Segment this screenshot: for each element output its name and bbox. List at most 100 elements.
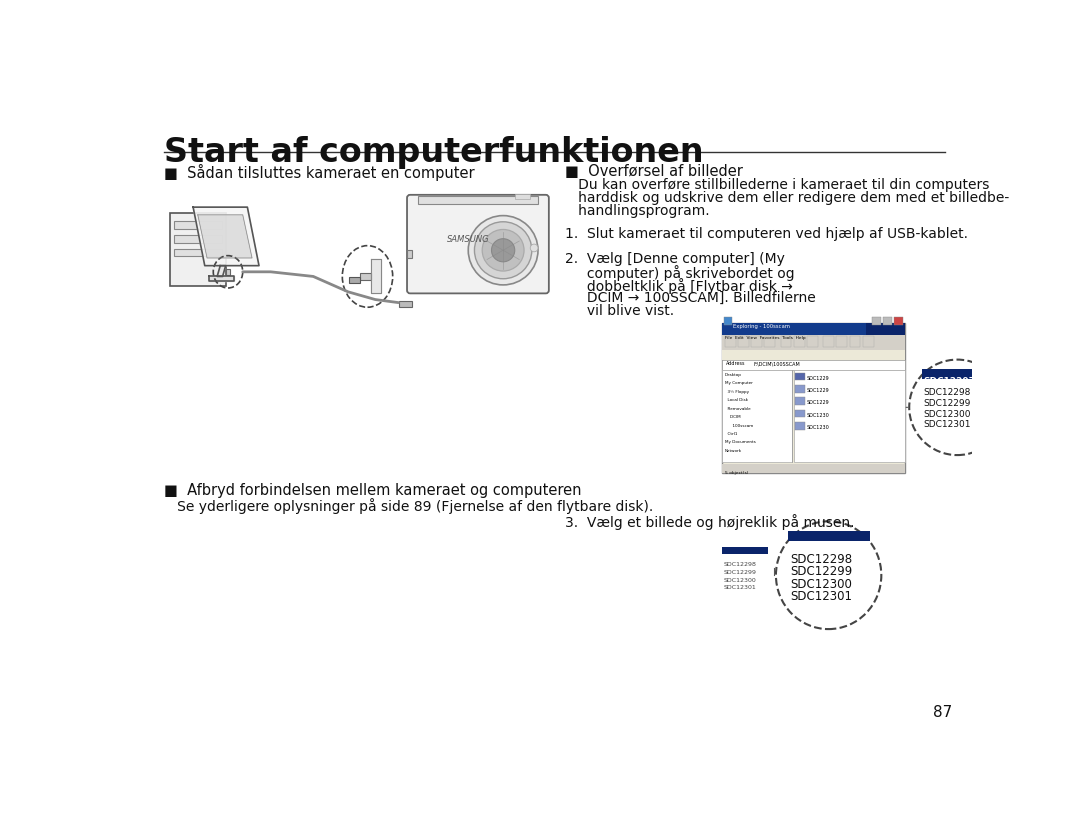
Text: Start af computerfunktionen: Start af computerfunktionen bbox=[164, 136, 704, 170]
Text: ■  Sådan tilsluttes kameraet en computer: ■ Sådan tilsluttes kameraet en computer bbox=[164, 164, 475, 181]
Circle shape bbox=[482, 230, 524, 271]
Text: F:\DCIM\100SSCAM: F:\DCIM\100SSCAM bbox=[754, 361, 800, 366]
Text: SDC12299: SDC12299 bbox=[724, 570, 756, 575]
Text: SDC12297: SDC12297 bbox=[923, 377, 975, 386]
Bar bbox=[921, 369, 993, 379]
Text: Network: Network bbox=[725, 449, 742, 453]
Bar bbox=[863, 337, 874, 346]
Text: computer) på skrivebordet og: computer) på skrivebordet og bbox=[565, 265, 795, 281]
Text: File  Edit  View  Favorites  Tools  Help: File Edit View Favorites Tools Help bbox=[725, 337, 806, 341]
Text: Exploring - 100sscam: Exploring - 100sscam bbox=[733, 324, 791, 329]
Bar bbox=[795, 422, 805, 430]
Text: SDC12297: SDC12297 bbox=[724, 554, 756, 559]
Text: Ctrl1: Ctrl1 bbox=[725, 432, 738, 436]
Circle shape bbox=[491, 239, 515, 262]
Bar bbox=[725, 337, 735, 346]
Text: SDC12300: SDC12300 bbox=[724, 578, 756, 583]
Polygon shape bbox=[217, 266, 226, 276]
Text: SDC12301: SDC12301 bbox=[724, 585, 756, 590]
Text: Se yderligere oplysninger på side 89 (Fjernelse af den flytbare disk).: Se yderligere oplysninger på side 89 (Fj… bbox=[164, 498, 653, 514]
Circle shape bbox=[474, 222, 531, 279]
Bar bbox=[795, 385, 805, 393]
Text: SDC12298: SDC12298 bbox=[923, 388, 971, 397]
Bar bbox=[174, 235, 221, 243]
Text: SDC12299: SDC12299 bbox=[923, 399, 971, 408]
Bar bbox=[407, 250, 411, 258]
Bar bbox=[724, 317, 732, 325]
Bar bbox=[807, 337, 818, 346]
Text: DCIM: DCIM bbox=[725, 415, 741, 419]
Circle shape bbox=[213, 275, 219, 282]
Text: Desktop: Desktop bbox=[725, 372, 742, 377]
Text: 2.  Vælg [Denne computer] (My: 2. Vælg [Denne computer] (My bbox=[565, 252, 785, 266]
Text: SDC1229: SDC1229 bbox=[806, 400, 828, 405]
Bar bbox=[723, 323, 866, 335]
Text: 100sscam: 100sscam bbox=[725, 424, 753, 428]
Bar bbox=[170, 214, 226, 286]
Bar bbox=[723, 323, 905, 335]
Bar bbox=[765, 337, 775, 346]
Text: SDC12298: SDC12298 bbox=[789, 553, 852, 566]
Text: SDC1229: SDC1229 bbox=[806, 376, 828, 381]
Ellipse shape bbox=[775, 522, 881, 629]
Bar bbox=[721, 547, 768, 553]
Text: SAMSUNG: SAMSUNG bbox=[447, 235, 490, 244]
Ellipse shape bbox=[909, 359, 1005, 455]
Bar bbox=[226, 269, 230, 275]
Bar bbox=[723, 359, 905, 370]
Polygon shape bbox=[193, 207, 259, 266]
Bar bbox=[894, 317, 903, 325]
Bar bbox=[723, 370, 793, 462]
Bar bbox=[399, 301, 413, 307]
Bar bbox=[882, 317, 892, 325]
Bar bbox=[823, 337, 834, 346]
Bar bbox=[174, 249, 221, 257]
Text: Local Disk: Local Disk bbox=[725, 398, 747, 402]
Text: Address: Address bbox=[726, 361, 745, 366]
Circle shape bbox=[530, 244, 538, 252]
Bar bbox=[349, 277, 360, 283]
Text: 5 object(s): 5 object(s) bbox=[725, 471, 748, 475]
Text: My Computer: My Computer bbox=[725, 381, 753, 385]
Text: 87: 87 bbox=[933, 704, 953, 720]
Bar bbox=[515, 194, 530, 200]
Bar bbox=[418, 196, 538, 204]
Bar bbox=[788, 531, 869, 541]
Text: My Documents: My Documents bbox=[725, 440, 756, 444]
Text: SDC12301: SDC12301 bbox=[923, 421, 971, 430]
Bar bbox=[723, 350, 905, 359]
Circle shape bbox=[469, 216, 538, 285]
Text: SDC1229: SDC1229 bbox=[806, 388, 828, 393]
Bar bbox=[723, 335, 905, 350]
Bar bbox=[738, 337, 748, 346]
Bar bbox=[794, 337, 805, 346]
Text: SDC12299: SDC12299 bbox=[789, 565, 852, 578]
Text: 3.  Vælg et billede og højreklik på musen.: 3. Vælg et billede og højreklik på musen… bbox=[565, 513, 854, 530]
Bar bbox=[174, 221, 221, 229]
Text: ■  Afbryd forbindelsen mellem kameraet og computeren: ■ Afbryd forbindelsen mellem kameraet og… bbox=[164, 482, 582, 498]
Bar bbox=[794, 370, 905, 462]
Bar bbox=[751, 337, 762, 346]
Text: ■  Overførsel af billeder: ■ Overførsel af billeder bbox=[565, 164, 743, 179]
Text: 1.  Slut kameraet til computeren ved hjælp af USB-kablet.: 1. Slut kameraet til computeren ved hjæl… bbox=[565, 227, 968, 241]
Text: SDC12301: SDC12301 bbox=[789, 590, 852, 603]
Text: SDC12297: SDC12297 bbox=[789, 540, 858, 553]
Text: DCIM → 100SSCAM]. Billedfilerne: DCIM → 100SSCAM]. Billedfilerne bbox=[565, 291, 815, 305]
Polygon shape bbox=[198, 215, 252, 258]
Text: SDC12300: SDC12300 bbox=[923, 410, 971, 419]
Text: vil blive vist.: vil blive vist. bbox=[565, 304, 674, 318]
Bar bbox=[723, 323, 905, 473]
Bar bbox=[723, 464, 905, 473]
Bar bbox=[795, 372, 805, 381]
Polygon shape bbox=[372, 259, 381, 293]
Bar bbox=[850, 337, 861, 346]
Bar bbox=[360, 272, 370, 280]
Text: Du kan overføre stillbillederne i kameraet til din computers: Du kan overføre stillbillederne i kamera… bbox=[565, 178, 989, 192]
Text: harddisk og udskrive dem eller redigere dem med et billedbe-: harddisk og udskrive dem eller redigere … bbox=[565, 191, 1010, 205]
Bar bbox=[872, 317, 881, 325]
Text: 3½ Floppy: 3½ Floppy bbox=[725, 390, 748, 394]
Text: Removable: Removable bbox=[725, 407, 751, 411]
Bar bbox=[781, 337, 792, 346]
Bar bbox=[795, 410, 805, 417]
Bar bbox=[836, 337, 847, 346]
